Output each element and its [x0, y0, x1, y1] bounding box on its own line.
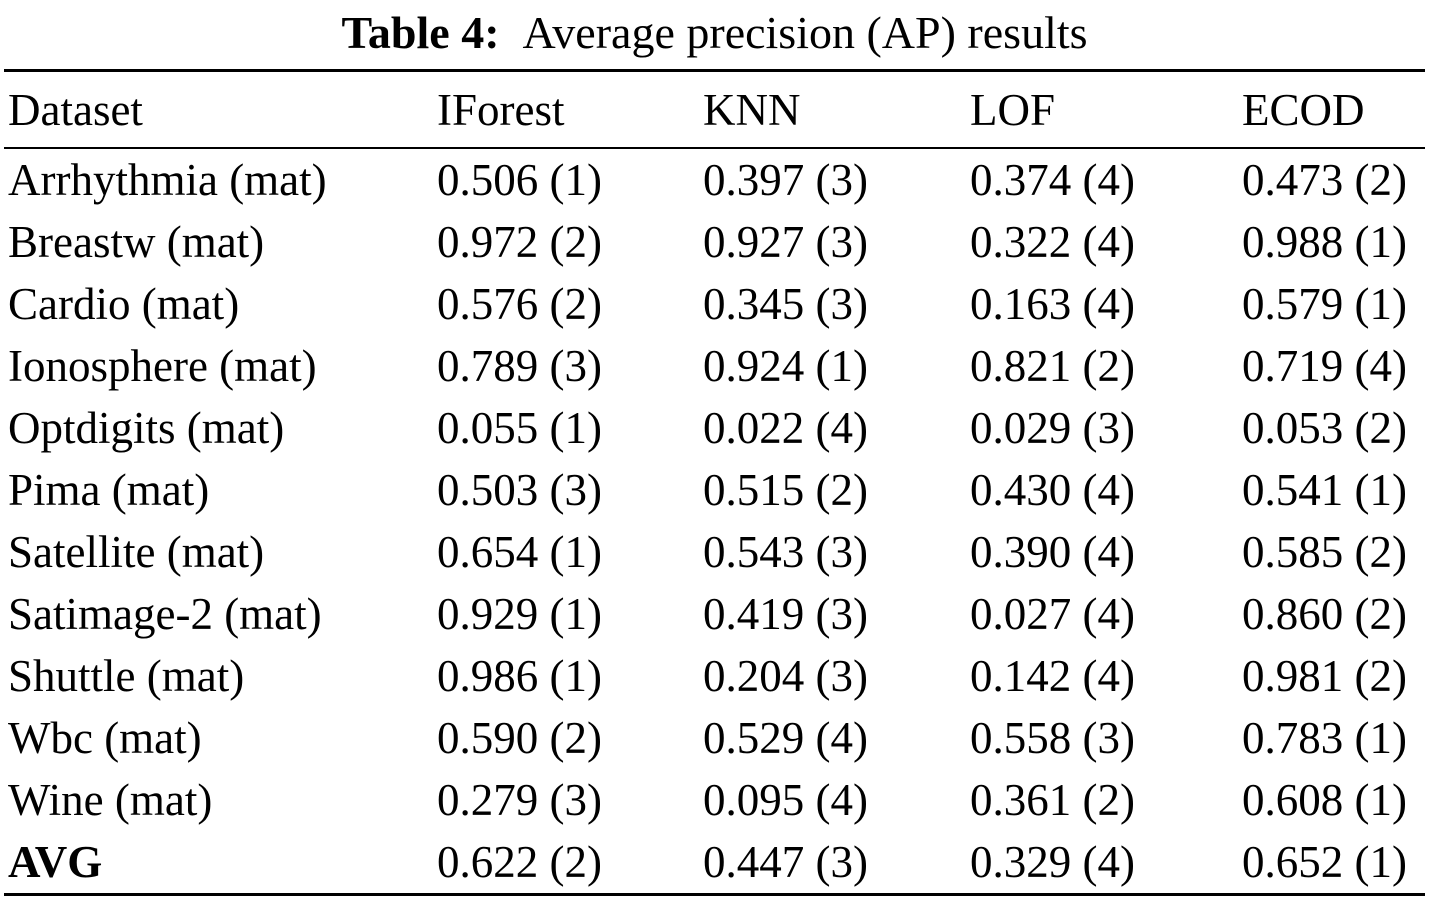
table-row: Arrhythmia (mat) 0.506 (1) 0.397 (3) 0.374 …: [4, 148, 1425, 211]
dataset-cell: Cardio (mat): [8, 279, 240, 329]
dataset-cell: AVG: [8, 837, 103, 887]
value-cell: 0.142 (4): [970, 651, 1135, 701]
value-cell: 0.163 (4): [970, 279, 1135, 329]
value-cell: 0.719 (4): [1242, 341, 1407, 391]
value-cell: 0.279 (3): [437, 775, 602, 825]
value-cell: 0.447 (3): [703, 837, 868, 887]
value-cell: 0.503 (3): [437, 465, 602, 515]
dataset-cell: Shuttle (mat): [8, 651, 245, 701]
column-header-iforest: IForest: [433, 70, 699, 149]
value-cell: 0.929 (1): [437, 589, 602, 639]
value-cell: 0.654 (1): [437, 527, 602, 577]
value-cell: 0.590 (2): [437, 713, 602, 763]
column-header-dataset: Dataset: [4, 70, 433, 149]
table-body: Arrhythmia (mat) 0.506 (1) 0.397 (3) 0.374 …: [4, 148, 1425, 895]
value-cell: 0.924 (1): [703, 341, 868, 391]
table-row: Satimage-2 (mat) 0.929 (1) 0.419 (3) 0.027 …: [4, 583, 1425, 645]
value-cell: 0.585 (2): [1242, 527, 1407, 577]
header-row: Dataset IForest KNN LOF ECOD: [4, 70, 1425, 149]
table-row: Breastw (mat) 0.972 (2) 0.927 (3) 0.322 (4)…: [4, 211, 1425, 273]
value-cell: 0.029 (3): [970, 403, 1135, 453]
dataset-cell: Pima (mat): [8, 465, 210, 515]
value-cell: 0.576 (2): [437, 279, 602, 329]
value-cell: 0.361 (2): [970, 775, 1135, 825]
table-caption-text: Average precision (AP) results: [522, 7, 1088, 58]
table-row: AVG 0.622 (2) 0.447 (3) 0.329 (4) 0.652 (1): [4, 831, 1425, 895]
table-caption-label: Table 4:: [341, 7, 500, 58]
value-cell: 0.374 (4): [970, 155, 1135, 205]
dataset-cell: Optdigits (mat): [8, 403, 285, 453]
value-cell: 0.322 (4): [970, 217, 1135, 267]
value-cell: 0.981 (2): [1242, 651, 1407, 701]
column-header-ecod: ECOD: [1238, 70, 1425, 149]
dataset-cell: Satimage-2 (mat): [8, 589, 322, 639]
value-cell: 0.608 (1): [1242, 775, 1407, 825]
table-row: Satellite (mat) 0.654 (1) 0.543 (3) 0.390 (…: [4, 521, 1425, 583]
value-cell: 0.397 (3): [703, 155, 868, 205]
value-cell: 0.622 (2): [437, 837, 602, 887]
value-cell: 0.473 (2): [1242, 155, 1407, 205]
table-caption: Table 4: Average precision (AP) results: [0, 0, 1429, 66]
value-cell: 0.022 (4): [703, 403, 868, 453]
value-cell: 0.789 (3): [437, 341, 602, 391]
table-row: Ionosphere (mat) 0.789 (3) 0.924 (1) 0.821 …: [4, 335, 1425, 397]
value-cell: 0.541 (1): [1242, 465, 1407, 515]
value-cell: 0.988 (1): [1242, 217, 1407, 267]
value-cell: 0.783 (1): [1242, 713, 1407, 763]
table-row: Wine (mat) 0.279 (3) 0.095 (4) 0.361 (2) 0.6…: [4, 769, 1425, 831]
value-cell: 0.390 (4): [970, 527, 1135, 577]
value-cell: 0.095 (4): [703, 775, 868, 825]
column-header-knn: KNN: [699, 70, 966, 149]
value-cell: 0.506 (1): [437, 155, 602, 205]
value-cell: 0.055 (1): [437, 403, 602, 453]
table-row: Shuttle (mat) 0.986 (1) 0.204 (3) 0.142 (4)…: [4, 645, 1425, 707]
dataset-cell: Wbc (mat): [8, 713, 202, 763]
dataset-cell: Breastw (mat): [8, 217, 265, 267]
value-cell: 0.329 (4): [970, 837, 1135, 887]
value-cell: 0.027 (4): [970, 589, 1135, 639]
value-cell: 0.430 (4): [970, 465, 1135, 515]
value-cell: 0.345 (3): [703, 279, 868, 329]
value-cell: 0.652 (1): [1242, 837, 1407, 887]
table-row: Wbc (mat) 0.590 (2) 0.529 (4) 0.558 (3) 0.78…: [4, 707, 1425, 769]
dataset-cell: Arrhythmia (mat): [8, 155, 327, 205]
table-row: Cardio (mat) 0.576 (2) 0.345 (3) 0.163 (4) 0…: [4, 273, 1425, 335]
value-cell: 0.053 (2): [1242, 403, 1407, 453]
value-cell: 0.543 (3): [703, 527, 868, 577]
ap-results-table: Dataset IForest KNN LOF ECOD Arrhythmia (mat…: [4, 69, 1425, 896]
value-cell: 0.558 (3): [970, 713, 1135, 763]
dataset-cell: Ionosphere (mat): [8, 341, 317, 391]
value-cell: 0.515 (2): [703, 465, 868, 515]
value-cell: 0.986 (1): [437, 651, 602, 701]
value-cell: 0.419 (3): [703, 589, 868, 639]
value-cell: 0.529 (4): [703, 713, 868, 763]
value-cell: 0.821 (2): [970, 341, 1135, 391]
value-cell: 0.579 (1): [1242, 279, 1407, 329]
dataset-cell: Wine (mat): [8, 775, 213, 825]
column-header-lof: LOF: [966, 70, 1238, 149]
table-row: Optdigits (mat) 0.055 (1) 0.022 (4) 0.029 (…: [4, 397, 1425, 459]
value-cell: 0.860 (2): [1242, 589, 1407, 639]
value-cell: 0.927 (3): [703, 217, 868, 267]
dataset-cell: Satellite (mat): [8, 527, 265, 577]
value-cell: 0.972 (2): [437, 217, 602, 267]
table-row: Pima (mat) 0.503 (3) 0.515 (2) 0.430 (4) 0.5…: [4, 459, 1425, 521]
value-cell: 0.204 (3): [703, 651, 868, 701]
